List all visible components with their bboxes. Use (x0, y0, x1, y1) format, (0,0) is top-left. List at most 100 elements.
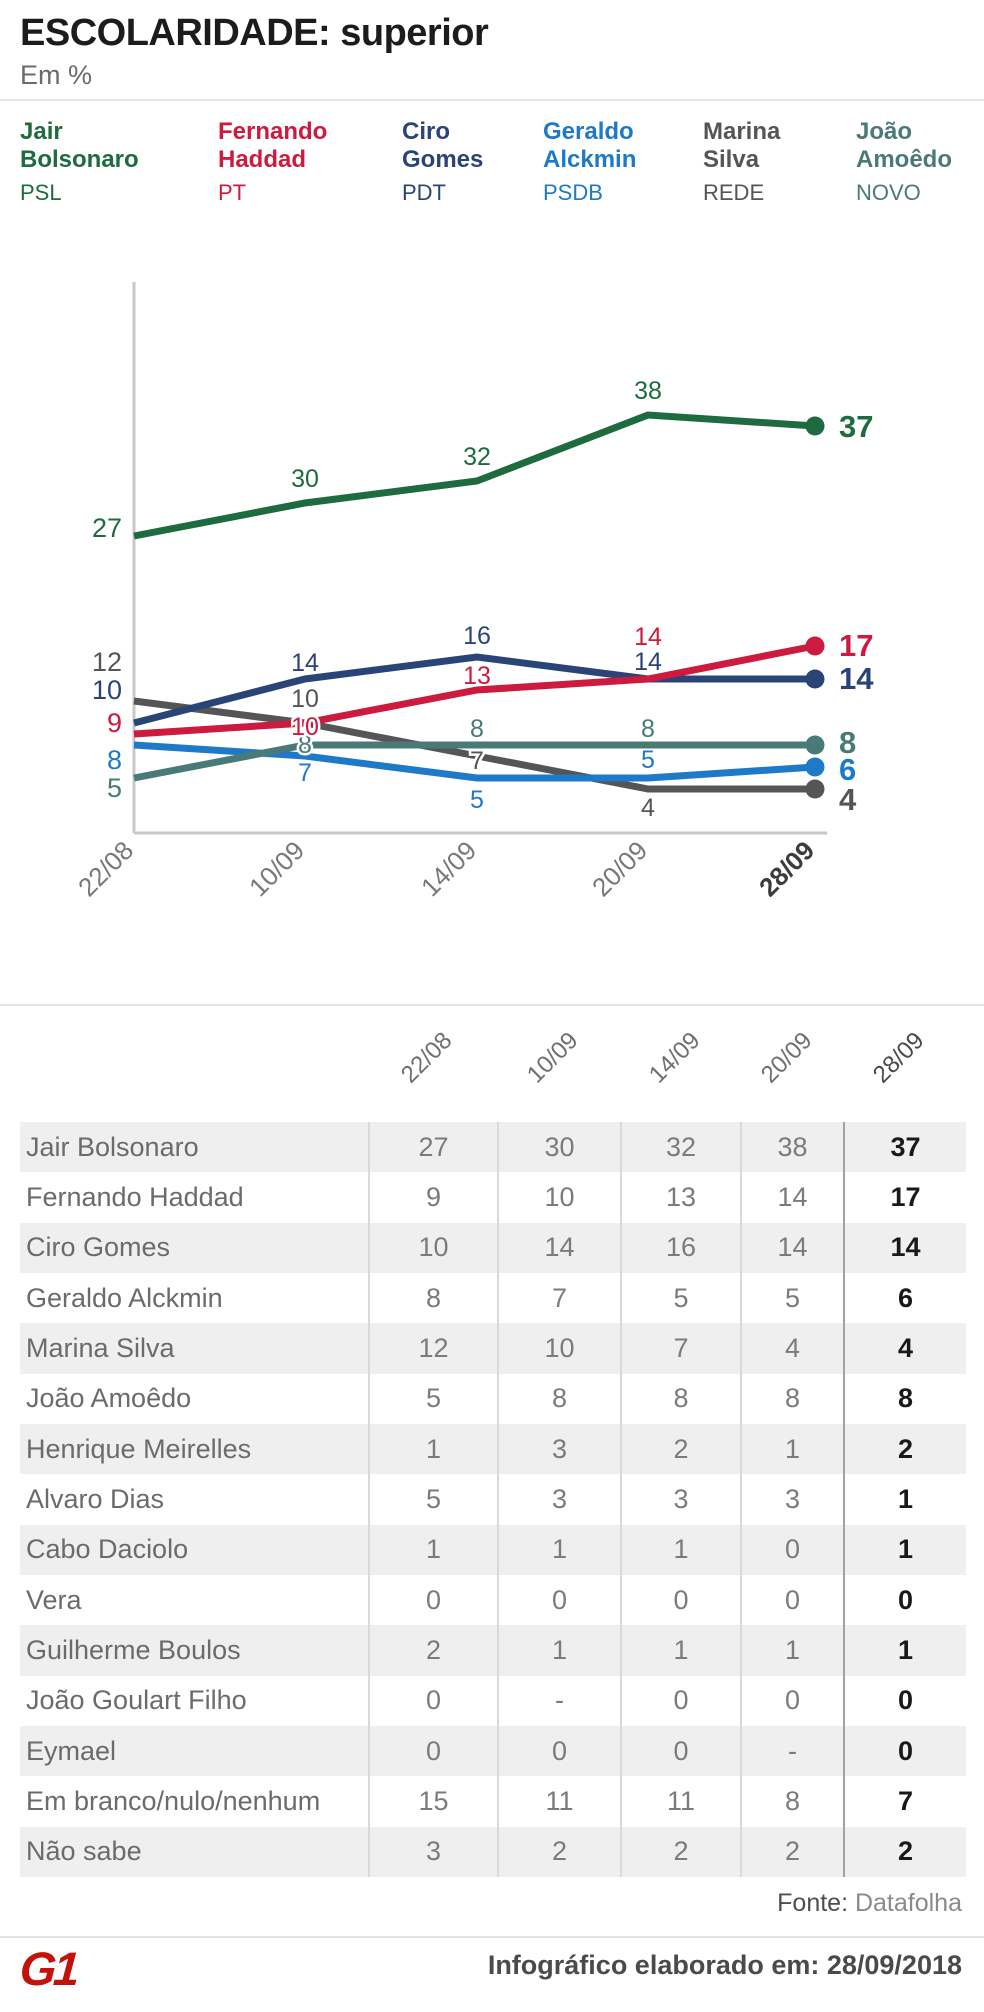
endpoint-dot-haddad (805, 636, 825, 656)
end-label-marina: 4 (839, 782, 857, 817)
party-label: PDT (402, 180, 446, 205)
party-label: REDE (703, 180, 765, 205)
page-title: ESCOLARIDADE: superior (20, 12, 489, 54)
table-cell: 2 (740, 1826, 843, 1877)
candidate-last-name: Silva (703, 146, 760, 173)
row-candidate-name: Marina Silva (26, 1332, 175, 1363)
table-col-header-22-08: 22/08 (396, 1027, 458, 1089)
candidate-name: Jair Bolsonaro (20, 118, 139, 174)
top-divider (0, 99, 984, 101)
table-cell: 5 (368, 1474, 497, 1525)
table-cell: 0 (843, 1725, 966, 1777)
point-label-marina: 4 (641, 794, 655, 822)
table-cell: 8 (843, 1373, 966, 1424)
table-cell: 7 (843, 1776, 966, 1827)
table-cell: 1 (620, 1524, 740, 1575)
table-cell: 7 (497, 1272, 620, 1324)
table-cell: 8 (497, 1373, 620, 1424)
table-cell: 9 (368, 1172, 497, 1223)
legend-item-pt: Fernando Haddad PT (218, 118, 327, 206)
table-cell: 2 (843, 1826, 966, 1877)
line-amoedo (133, 741, 815, 782)
table-cell: 27 (368, 1122, 497, 1173)
start-label-marina: 12 (92, 647, 122, 677)
party-label: NOVO (856, 180, 921, 205)
table-row: Em branco/nulo/nenhum 15 11 11 8 7 (20, 1776, 966, 1827)
table-cell: 3 (497, 1423, 620, 1475)
table-cell: 3 (620, 1474, 740, 1525)
table-cell: 14 (843, 1222, 966, 1273)
table-cell: 14 (740, 1172, 843, 1223)
point-label-ciro: 16 (463, 622, 491, 650)
start-label-haddad: 9 (107, 708, 122, 738)
table-cell: 1 (497, 1524, 620, 1575)
endpoint-dot-ciro (805, 669, 825, 689)
table-cell: 5 (740, 1272, 843, 1324)
line-ciro (133, 653, 815, 727)
table-cell: 30 (497, 1122, 620, 1173)
row-candidate-name: Eymael (26, 1735, 117, 1766)
row-candidate-name: Geraldo Alckmin (26, 1282, 223, 1313)
candidate-name: João Amoêdo (856, 118, 952, 174)
table-cell: 10 (497, 1172, 620, 1223)
table-cell: 7 (620, 1323, 740, 1374)
table-row: João Goulart Filho 0-0 0 0 (20, 1675, 966, 1726)
source-value: Datafolha (854, 1889, 962, 1917)
row-candidate-name: Vera (26, 1584, 82, 1615)
g1-logo: G1 (18, 1942, 79, 1995)
table-row: Ciro Gomes 10 14 16 14 14 (20, 1222, 966, 1273)
table-cell: 8 (740, 1373, 843, 1424)
legend-item-rede: Marina Silva REDE (703, 118, 780, 206)
candidate-name: Marina Silva (703, 118, 780, 174)
candidate-name: Fernando Haddad (218, 118, 327, 174)
table-cell: 4 (740, 1323, 843, 1374)
table-cell: 16 (620, 1222, 740, 1273)
point-label-marina: 7 (470, 747, 484, 775)
table-col-header-14-09: 14/09 (644, 1027, 706, 1089)
end-label-haddad: 17 (839, 628, 873, 663)
legend-item-novo: João Amoêdo NOVO (856, 118, 952, 206)
start-label-alckmin: 8 (107, 745, 122, 775)
table-cell: - (497, 1675, 620, 1726)
table-cell: 10 (497, 1323, 620, 1374)
table-cell: 1 (740, 1423, 843, 1475)
table-cell: 0 (620, 1675, 740, 1726)
endpoint-dot-amoedo (805, 735, 825, 755)
point-label-bolsonaro: 32 (463, 443, 491, 471)
start-label-bolsonaro: 27 (92, 513, 122, 543)
table-cell: 0 (620, 1574, 740, 1626)
poll-results-table: Jair Bolsonaro 27 30 32 38 37 Fernando Haddad 9… (20, 1122, 966, 1877)
candidate-first-name: Ciro (402, 118, 450, 145)
party-label: PSL (20, 180, 62, 205)
row-candidate-name: João Goulart Filho (26, 1685, 247, 1716)
table-cell: 1 (843, 1625, 966, 1676)
table-row: Guilherme Boulos 2 1 1 1 1 (20, 1625, 966, 1676)
point-label-amoedo: 8 (298, 731, 312, 759)
table-cell: 13 (620, 1172, 740, 1223)
table-col-header-20-09: 20/09 (756, 1027, 818, 1089)
table-cell: 6 (843, 1272, 966, 1324)
line-alckmin (133, 741, 816, 782)
party-label: PT (218, 180, 247, 205)
line-bolsonaro (133, 411, 816, 540)
candidate-first-name: Geraldo (543, 118, 634, 145)
table-col-header-10-09: 10/09 (522, 1027, 584, 1089)
table-cell: 0 (620, 1725, 740, 1777)
table-cell: 8 (740, 1776, 843, 1827)
table-cell: - (740, 1725, 843, 1777)
table-cell: 1 (843, 1524, 966, 1575)
table-cell: 17 (843, 1172, 966, 1223)
end-label-ciro: 14 (839, 661, 874, 696)
table-cell: 8 (620, 1373, 740, 1424)
table-cell: 11 (620, 1776, 740, 1827)
table-cell: 0 (740, 1524, 843, 1575)
source-label: Fonte: (777, 1889, 849, 1917)
point-label-alckmin: 7 (298, 759, 312, 787)
table-col-header-28-09: 28/09 (868, 1027, 930, 1089)
credit-line: Infográfico elaborado em: 28/09/2018 (487, 1950, 962, 1980)
row-candidate-name: Fernando Haddad (26, 1181, 244, 1212)
point-label-amoedo: 8 (641, 715, 655, 743)
legend-item-psl: Jair Bolsonaro PSL (20, 118, 139, 206)
table-cell: 14 (497, 1222, 620, 1273)
start-label-ciro: 10 (92, 675, 122, 705)
